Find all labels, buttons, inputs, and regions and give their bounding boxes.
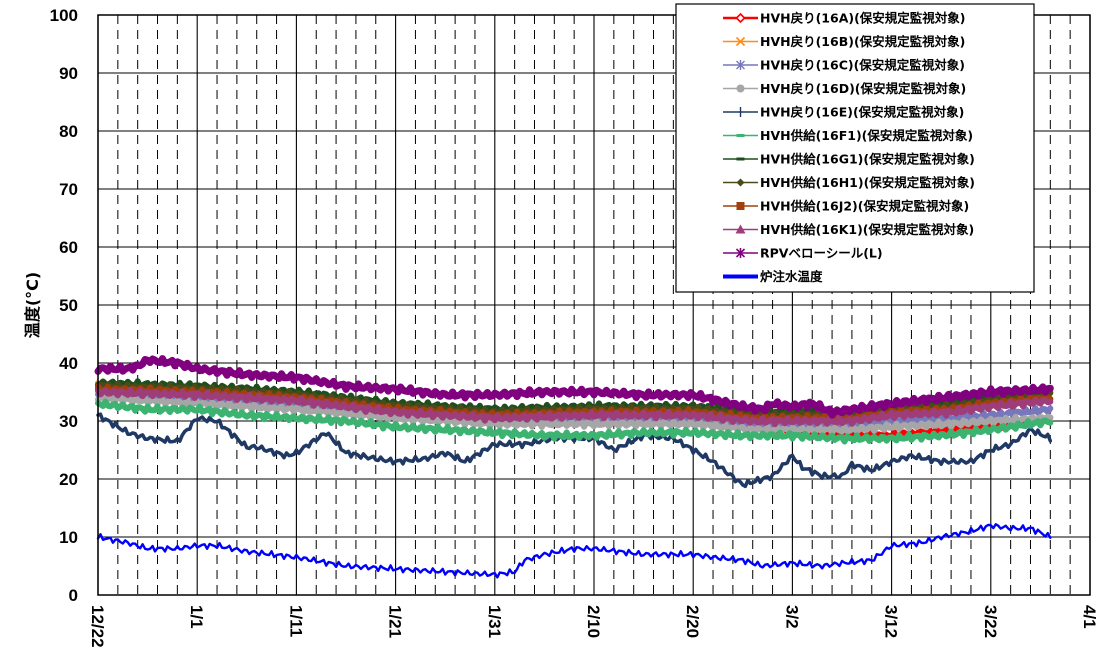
legend-marker	[736, 84, 745, 93]
y-tick-label: 70	[59, 180, 78, 199]
y-tick-label: 20	[59, 470, 78, 489]
legend-entry-label: RPVベローシール(L)	[760, 246, 883, 261]
y-tick-label: 10	[59, 528, 78, 547]
x-tick-label: 3/12	[882, 605, 901, 638]
legend-marker	[735, 36, 746, 47]
series-line-3	[95, 392, 1054, 436]
legend-box	[675, 3, 1035, 293]
legend-entry-label: HVH戻り(16C)(保安規定監視対象)	[760, 58, 965, 73]
legend-entry-label: HVH供給(16G1)(保安規定監視対象)	[760, 152, 975, 167]
legend: HVH戻り(16A)(保安規定監視対象) HVH戻り(16B)(保安規定監視対象)…	[675, 3, 1035, 293]
series-layer	[94, 355, 1054, 579]
legend-entry-label: HVH戻り(16E)(保安規定監視対象)	[760, 105, 964, 120]
y-tick-label: 80	[59, 122, 78, 141]
legend-marker	[735, 248, 746, 258]
x-tick-label: 1/31	[485, 605, 504, 638]
legend-entry-label: HVH供給(16J2)(保安規定監視対象)	[760, 199, 969, 214]
legend-marker	[736, 202, 745, 210]
y-axis-label: 温度(°C)	[23, 272, 42, 339]
x-tick-label: 4/1	[1080, 605, 1099, 629]
plot-frame	[97, 14, 1091, 596]
x-tick-label: 2/10	[584, 605, 603, 638]
legend-entry-label: HVH供給(16K1)(保安規定監視対象)	[760, 222, 974, 237]
axes	[97, 14, 1091, 596]
y-tick-label: 100	[50, 6, 78, 25]
x-tick-label: 3/2	[782, 605, 801, 629]
series-line-4	[96, 412, 1053, 489]
series-line-5	[95, 398, 1054, 445]
x-tick-label: 3/22	[981, 605, 1000, 638]
x-tick-label: 12/22	[88, 605, 107, 648]
legend-entry-label: HVH供給(16H1)(保安規定監視対象)	[760, 175, 975, 190]
legend-entry-label: HVH供給(16F1)(保安規定監視対象)	[760, 128, 973, 143]
y-tick-label: 0	[69, 586, 78, 605]
legend-marker	[735, 12, 746, 24]
x-tick-label: 1/11	[286, 605, 305, 637]
legend-marker	[736, 134, 745, 137]
series-line-9	[95, 386, 1054, 428]
y-tick-label: 30	[59, 412, 78, 431]
legend-entry-label: HVH戻り(16D)(保安規定監視対象)	[760, 81, 966, 96]
tick-labels: 0 10 20 30 40 50 60 70 80 90 100 12/22 1/1 1/11 1/21 1/…	[50, 6, 1099, 648]
y-tick-label: 50	[59, 296, 78, 315]
series-line-11	[96, 523, 1052, 579]
legend-marker	[736, 60, 745, 70]
x-tick-label: 1/21	[386, 605, 405, 638]
legend-entry-label: HVH戻り(16B)(保安規定監視対象)	[760, 34, 965, 49]
grid-lines	[97, 14, 1091, 596]
series-line-10	[94, 355, 1054, 419]
legend-entry-label: 炉注水温度	[760, 269, 823, 284]
legend-entry-label: HVH戻り(16A)(保安規定監視対象)	[760, 11, 966, 26]
y-tick-label: 60	[59, 238, 78, 257]
legend-marker	[736, 178, 745, 187]
y-tick-label: 40	[59, 354, 78, 373]
y-tick-label: 90	[59, 64, 78, 83]
x-tick-label: 2/20	[683, 605, 702, 638]
legend-marker	[735, 224, 746, 234]
x-tick-label: 1/1	[187, 605, 206, 629]
legend-marker	[736, 157, 745, 161]
